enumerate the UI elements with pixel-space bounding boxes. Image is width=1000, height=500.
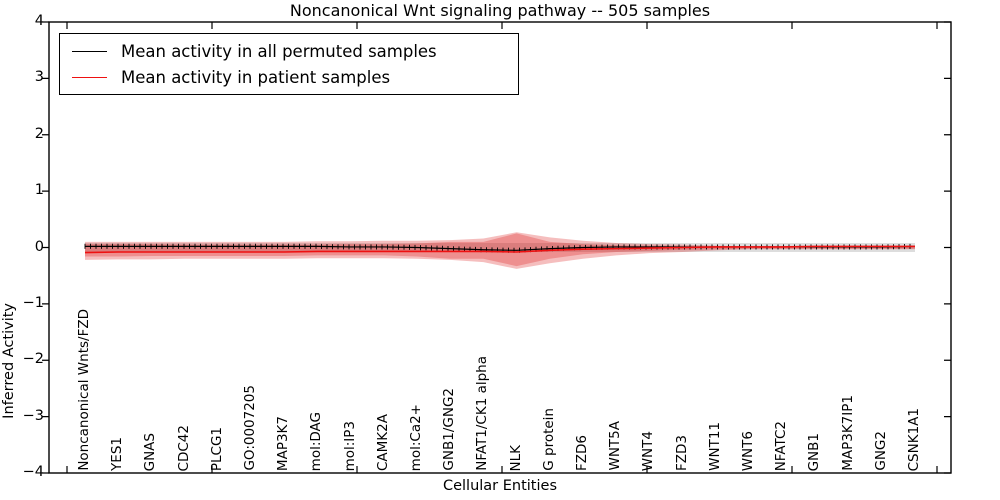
x-tick-label: WNT4 [640,430,657,471]
y-tick-label: 4 [34,13,44,29]
x-tick-label: YES1 [109,437,126,471]
x-tick-label: MAP3K7 [275,415,292,471]
x-tick-label: NFATC2 [773,420,790,471]
legend: Mean activity in all permuted samples Me… [59,33,519,95]
chart-title: Noncanonical Wnt signaling pathway -- 50… [289,1,711,20]
legend-label-patient: Mean activity in patient samples [121,67,391,87]
x-tick-label: mol:Ca2+ [408,403,424,471]
x-tick-label: CAMK2A [374,414,391,471]
y-tick-label: 1 [34,182,44,199]
y-tick-label: −3 [22,407,44,424]
x-axis-ticks [66,22,938,473]
y-axis-ticks [42,21,951,474]
x-tick-label: CSNK1A1 [906,407,922,471]
x-tick-label: NFAT1/CK1 alpha [474,356,491,471]
x-tick-label: WNT11 [706,422,723,471]
x-tick-label: GNG2 [872,431,889,471]
x-tick-label: PLCG1 [208,426,225,471]
y-tick-label: −2 [22,351,44,368]
x-tick-label: GO:0007205 [242,385,258,471]
x-tick-label: FZD6 [574,435,590,471]
x-tick-label: GNAS [142,432,159,471]
legend-item-patient: Mean activity in patient samples [72,65,518,89]
x-tick-label: G protein [540,408,557,471]
permuted-samples-std-band [85,242,915,253]
patient-mean-line [84,245,915,254]
black-line-swatch [72,50,107,52]
x-tick-label: Noncanonical Wnts/FZD [76,309,92,471]
x-axis-label: Cellular Entities [442,478,558,494]
legend-item-permuted: Mean activity in all permuted samples [72,39,518,63]
x-tick-label: WNT5A [607,421,624,471]
y-tick-label: 0 [34,238,44,255]
x-tick-label: GNB1/GNG2 [441,388,458,471]
y-tick-label: −1 [22,294,44,311]
x-tick-label: FZD3 [673,435,690,471]
y-tick-label: 2 [34,125,44,142]
y-tick-label: −4 [22,464,44,480]
y-tick-label: 3 [34,69,44,86]
x-tick-label: NLK [507,444,524,471]
red-line-swatch [72,76,107,78]
legend-label-permuted: Mean activity in all permuted samples [121,41,437,61]
x-tick-label: mol:IP3 [341,420,358,471]
x-tick-label: mol:DAG [308,411,325,471]
x-tick-label: CDC42 [175,424,192,471]
x-tick-label: MAP3K7IP1 [839,395,856,471]
x-tick-label: GNB1 [806,432,823,471]
x-tick-label: WNT6 [740,430,756,471]
